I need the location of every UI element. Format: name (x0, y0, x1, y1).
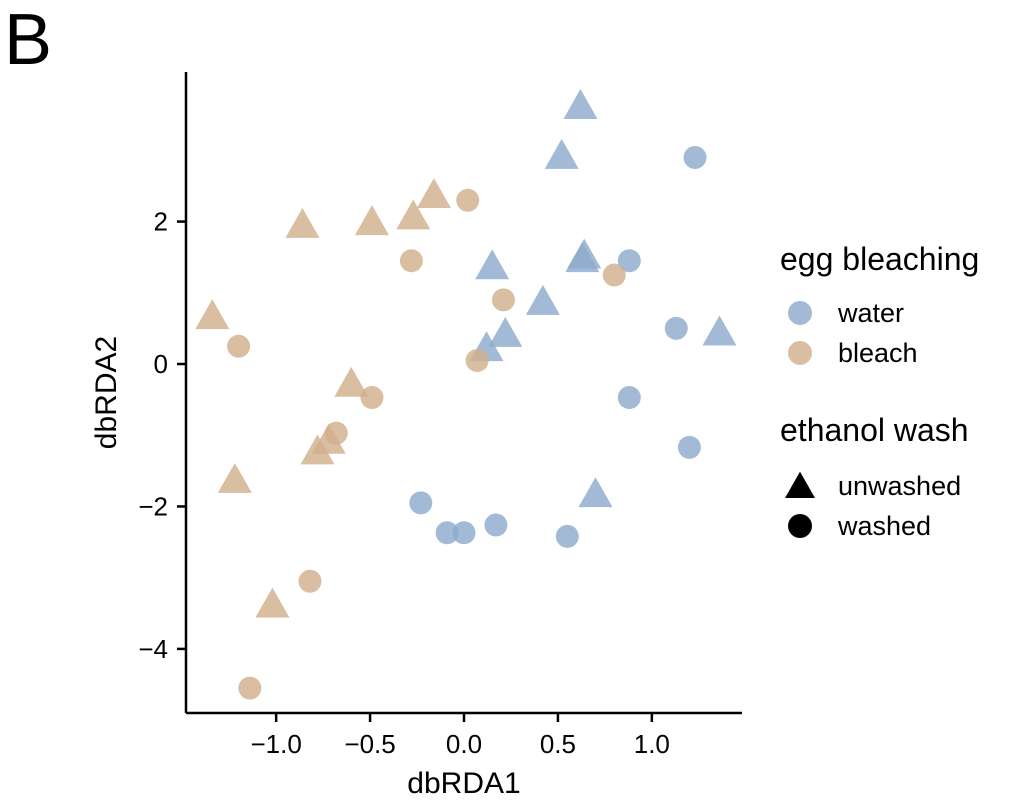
data-point-bleach-unwashed (218, 463, 252, 493)
data-point-bleach-unwashed (355, 205, 389, 235)
data-point-bleach-washed (466, 349, 489, 372)
data-point-bleach-unwashed (195, 299, 229, 329)
x-tick-label: −0.5 (344, 729, 395, 759)
legend-title-ethanol-wash: ethanol wash (780, 412, 969, 448)
data-point-bleach-washed (456, 189, 479, 212)
data-point-water-washed (453, 521, 476, 544)
data-point-bleach-washed (400, 249, 423, 272)
data-point-water-washed (618, 386, 641, 409)
legend-key-unwashed (785, 472, 815, 498)
axes: −1.0 −0.5 0.0 0.5 1.0 −4 −2 0 2 dbRDA1 dbRDA2 (90, 72, 742, 800)
y-tick-label: 0 (154, 349, 168, 379)
data-point-water-unwashed (702, 316, 736, 346)
legend-key-water (788, 301, 812, 325)
y-axis-title: dbRDA2 (90, 336, 123, 449)
data-point-water-washed (556, 525, 579, 548)
x-tick-label: 0.0 (446, 729, 482, 759)
legend-label-water: water (837, 298, 904, 328)
data-point-bleach-unwashed (285, 208, 319, 238)
data-point-bleach-unwashed (417, 178, 451, 208)
legend-label-bleach: bleach (838, 338, 918, 368)
legend-label-unwashed: unwashed (838, 471, 961, 501)
data-point-bleach-washed (492, 288, 515, 311)
data-point-water-washed (684, 146, 707, 169)
data-point-water-washed (484, 513, 507, 536)
data-point-water-unwashed (475, 249, 509, 279)
y-tick-label: 2 (154, 207, 168, 237)
x-tick-label: 0.5 (540, 729, 576, 759)
data-point-water-unwashed (488, 317, 522, 347)
data-point-bleach-washed (360, 386, 383, 409)
data-point-water-unwashed (578, 477, 612, 507)
data-point-water-unwashed (545, 139, 579, 169)
y-tick-label: −4 (138, 634, 168, 664)
legend-title-egg-bleaching: egg bleaching (780, 241, 979, 277)
data-point-water-washed (665, 317, 688, 340)
x-axis-title: dbRDA1 (407, 767, 520, 800)
data-point-bleach-washed (238, 677, 261, 700)
legend-key-bleach (788, 341, 812, 365)
data-point-water-washed (678, 436, 701, 459)
data-point-bleach-washed (325, 422, 348, 445)
data-point-bleach-washed (227, 335, 250, 358)
x-tick-label: −1.0 (250, 729, 301, 759)
data-point-water-washed (409, 491, 432, 514)
data-point-water-unwashed (526, 285, 560, 315)
points-layer (195, 89, 736, 700)
data-point-bleach-unwashed (255, 588, 289, 618)
legend-label-washed: washed (837, 511, 931, 541)
data-point-bleach-washed (298, 570, 321, 593)
y-tick-label: −2 (138, 491, 168, 521)
data-point-bleach-washed (603, 263, 626, 286)
legend: egg bleaching water bleach ethanol wash unwa… (780, 241, 979, 541)
x-tick-label: 1.0 (634, 729, 670, 759)
legend-key-washed (788, 514, 812, 538)
data-point-water-unwashed (563, 89, 597, 119)
